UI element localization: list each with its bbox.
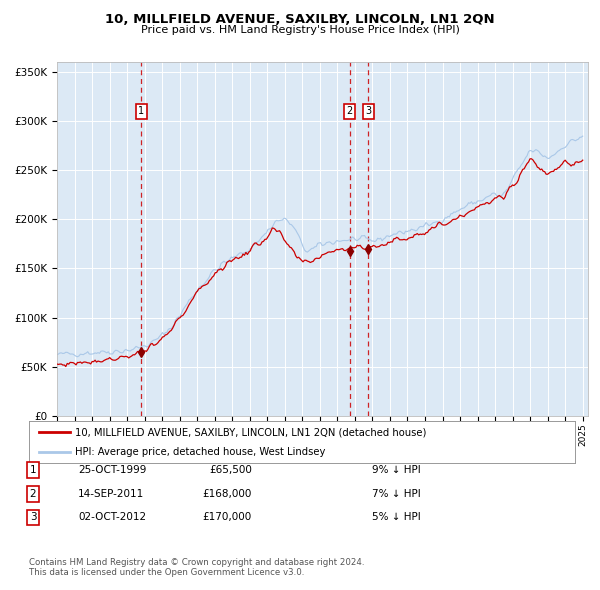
Text: £65,500: £65,500 <box>209 466 252 475</box>
Text: 5% ↓ HPI: 5% ↓ HPI <box>372 513 421 522</box>
Text: 25-OCT-1999: 25-OCT-1999 <box>78 466 146 475</box>
Text: 14-SEP-2011: 14-SEP-2011 <box>78 489 144 499</box>
Text: Price paid vs. HM Land Registry's House Price Index (HPI): Price paid vs. HM Land Registry's House … <box>140 25 460 35</box>
Text: 7% ↓ HPI: 7% ↓ HPI <box>372 489 421 499</box>
Text: Contains HM Land Registry data © Crown copyright and database right 2024.
This d: Contains HM Land Registry data © Crown c… <box>29 558 364 577</box>
Text: 10, MILLFIELD AVENUE, SAXILBY, LINCOLN, LN1 2QN (detached house): 10, MILLFIELD AVENUE, SAXILBY, LINCOLN, … <box>75 427 427 437</box>
Text: 1: 1 <box>29 466 37 475</box>
Text: 3: 3 <box>29 513 37 522</box>
Text: 10, MILLFIELD AVENUE, SAXILBY, LINCOLN, LN1 2QN: 10, MILLFIELD AVENUE, SAXILBY, LINCOLN, … <box>105 13 495 26</box>
Text: 2: 2 <box>347 106 353 116</box>
Text: 02-OCT-2012: 02-OCT-2012 <box>78 513 146 522</box>
Text: £168,000: £168,000 <box>203 489 252 499</box>
Text: HPI: Average price, detached house, West Lindsey: HPI: Average price, detached house, West… <box>75 447 326 457</box>
Text: 2: 2 <box>29 489 37 499</box>
Text: 3: 3 <box>365 106 371 116</box>
Text: £170,000: £170,000 <box>203 513 252 522</box>
Text: 9% ↓ HPI: 9% ↓ HPI <box>372 466 421 475</box>
Text: 1: 1 <box>139 106 145 116</box>
